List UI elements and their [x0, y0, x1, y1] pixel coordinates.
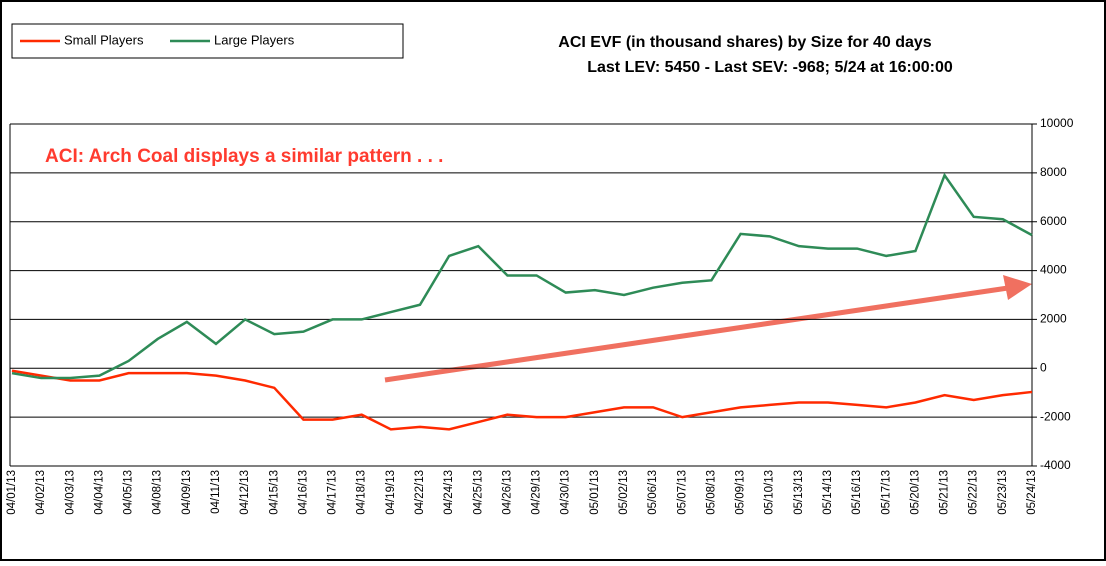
y-tick-label: 10000 — [1040, 116, 1074, 130]
x-tick-label: 04/22/13 — [414, 470, 426, 515]
x-tick-label: 05/23/13 — [997, 470, 1009, 515]
series-line — [11, 369, 1033, 431]
x-tick-label: 05/01/13 — [589, 470, 601, 515]
x-tick-label: 05/20/13 — [909, 470, 921, 515]
x-tick-label: 04/12/13 — [239, 470, 251, 515]
x-tick-label: 05/08/13 — [705, 470, 717, 515]
legend-box — [11, 23, 404, 59]
x-tick-label: 04/18/13 — [356, 470, 368, 515]
x-tick-label: 05/10/13 — [764, 470, 776, 515]
x-tick-label: 05/02/13 — [618, 470, 630, 515]
x-tick-label: 04/02/13 — [35, 470, 47, 515]
x-tick-label: 04/17/13 — [327, 470, 339, 515]
y-tick-label: 0 — [1040, 360, 1047, 374]
x-tick-label: 05/17/13 — [880, 470, 892, 515]
series-line — [11, 172, 1033, 380]
trend-arrow — [384, 275, 1032, 383]
annotation: ACI: Arch Coal displays a similar patter… — [45, 146, 443, 167]
chart-subtitle: Last LEV: 5450 - Last SEV: -968; 5/24 at… — [587, 59, 953, 76]
x-tick-label: 05/21/13 — [939, 470, 951, 515]
x-tick-label: 05/24/13 — [1026, 470, 1038, 515]
x-tick-label: 04/03/13 — [64, 470, 76, 515]
arrow-shaft — [384, 285, 1009, 383]
x-tick-label: 04/19/13 — [385, 470, 397, 515]
x-tick-label: 04/24/13 — [443, 470, 455, 515]
legend-label: Small Players — [64, 32, 144, 47]
y-tick-label: -4000 — [1040, 458, 1071, 472]
x-tick-label: 04/08/13 — [152, 470, 164, 515]
x-tick-label: 04/09/13 — [181, 470, 193, 515]
x-tick-label: 04/30/13 — [560, 470, 572, 515]
x-tick-label: 04/29/13 — [531, 470, 543, 515]
x-tick-label: 05/13/13 — [793, 470, 805, 515]
x-tick-label: 05/09/13 — [735, 470, 747, 515]
y-tick-label: 6000 — [1040, 214, 1067, 228]
y-tick-label: 2000 — [1040, 312, 1067, 326]
x-tick-label: 05/22/13 — [968, 470, 980, 515]
x-tick-label: 05/16/13 — [851, 470, 863, 515]
x-tick-label: 04/25/13 — [472, 470, 484, 515]
x-tick-label: 05/07/13 — [676, 470, 688, 515]
x-tick-label: 04/01/13 — [6, 470, 18, 515]
chart-title: ACI EVF (in thousand shares) by Size for… — [558, 34, 932, 51]
x-tick-label: 04/15/13 — [268, 470, 280, 515]
x-tick-label: 05/14/13 — [822, 470, 834, 515]
y-tick-label: 8000 — [1040, 165, 1067, 179]
x-tick-label: 04/05/13 — [123, 470, 135, 515]
x-tick-label: 05/06/13 — [647, 470, 659, 515]
y-tick-label: 4000 — [1040, 263, 1067, 277]
arrow-head — [1003, 275, 1032, 300]
x-tick-label: 04/11/13 — [210, 470, 222, 514]
x-tick-label: 04/04/13 — [93, 470, 105, 515]
x-tick-label: 04/16/13 — [297, 470, 309, 515]
x-tick-label: 04/26/13 — [501, 470, 513, 515]
y-tick-label: -2000 — [1040, 409, 1071, 423]
legend-label: Large Players — [214, 32, 295, 47]
